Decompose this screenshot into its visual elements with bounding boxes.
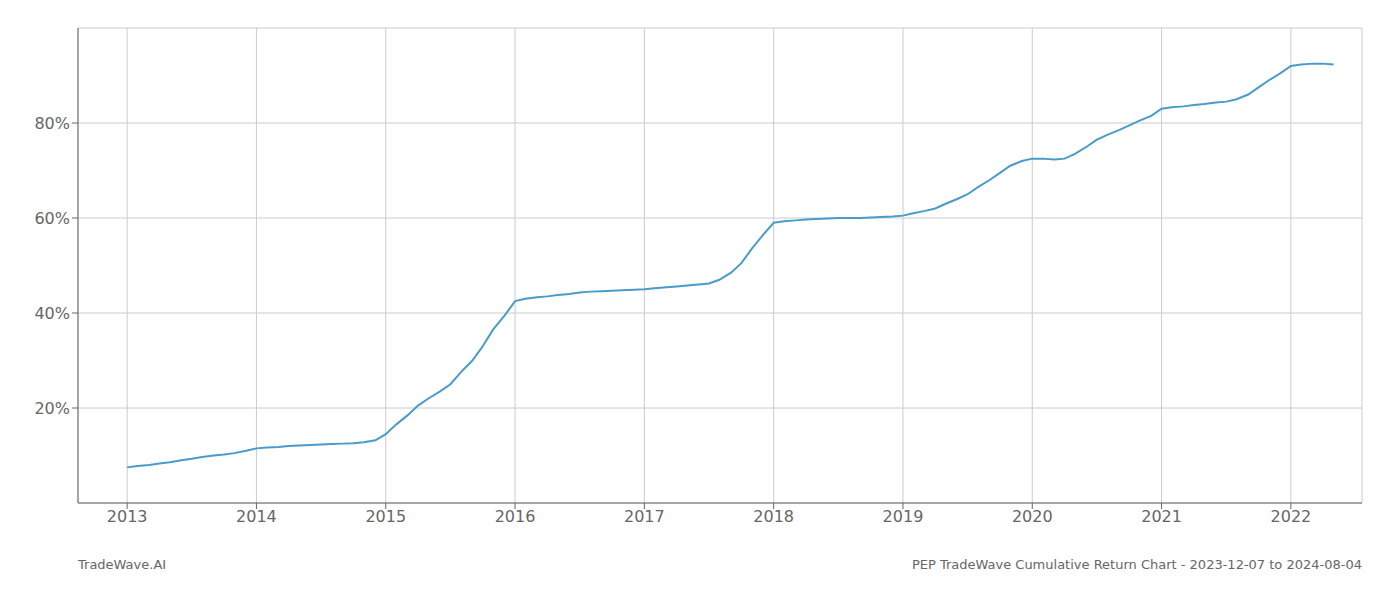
svg-text:2021: 2021 [1141, 507, 1182, 526]
svg-text:2019: 2019 [883, 507, 924, 526]
svg-text:2018: 2018 [753, 507, 794, 526]
html-text:PEP TradeWave Cumulative Retur: PEP TradeWave Cumulative Return Chart - … [911, 557, 1362, 572]
svg-text:80%: 80% [34, 114, 70, 133]
svg-text:2016: 2016 [495, 507, 536, 526]
svg-text:2022: 2022 [1271, 507, 1312, 526]
svg-text:2020: 2020 [1012, 507, 1053, 526]
svg-text:2014: 2014 [236, 507, 277, 526]
svg-text:40%: 40% [34, 304, 70, 323]
html-text:TradeWave.AI: TradeWave.AI [78, 557, 167, 572]
svg-text:2013: 2013 [107, 507, 148, 526]
svg-text:2015: 2015 [365, 507, 406, 526]
svg-text:60%: 60% [34, 209, 70, 228]
svg-text:20%: 20% [34, 399, 70, 418]
svg-text:2017: 2017 [624, 507, 665, 526]
